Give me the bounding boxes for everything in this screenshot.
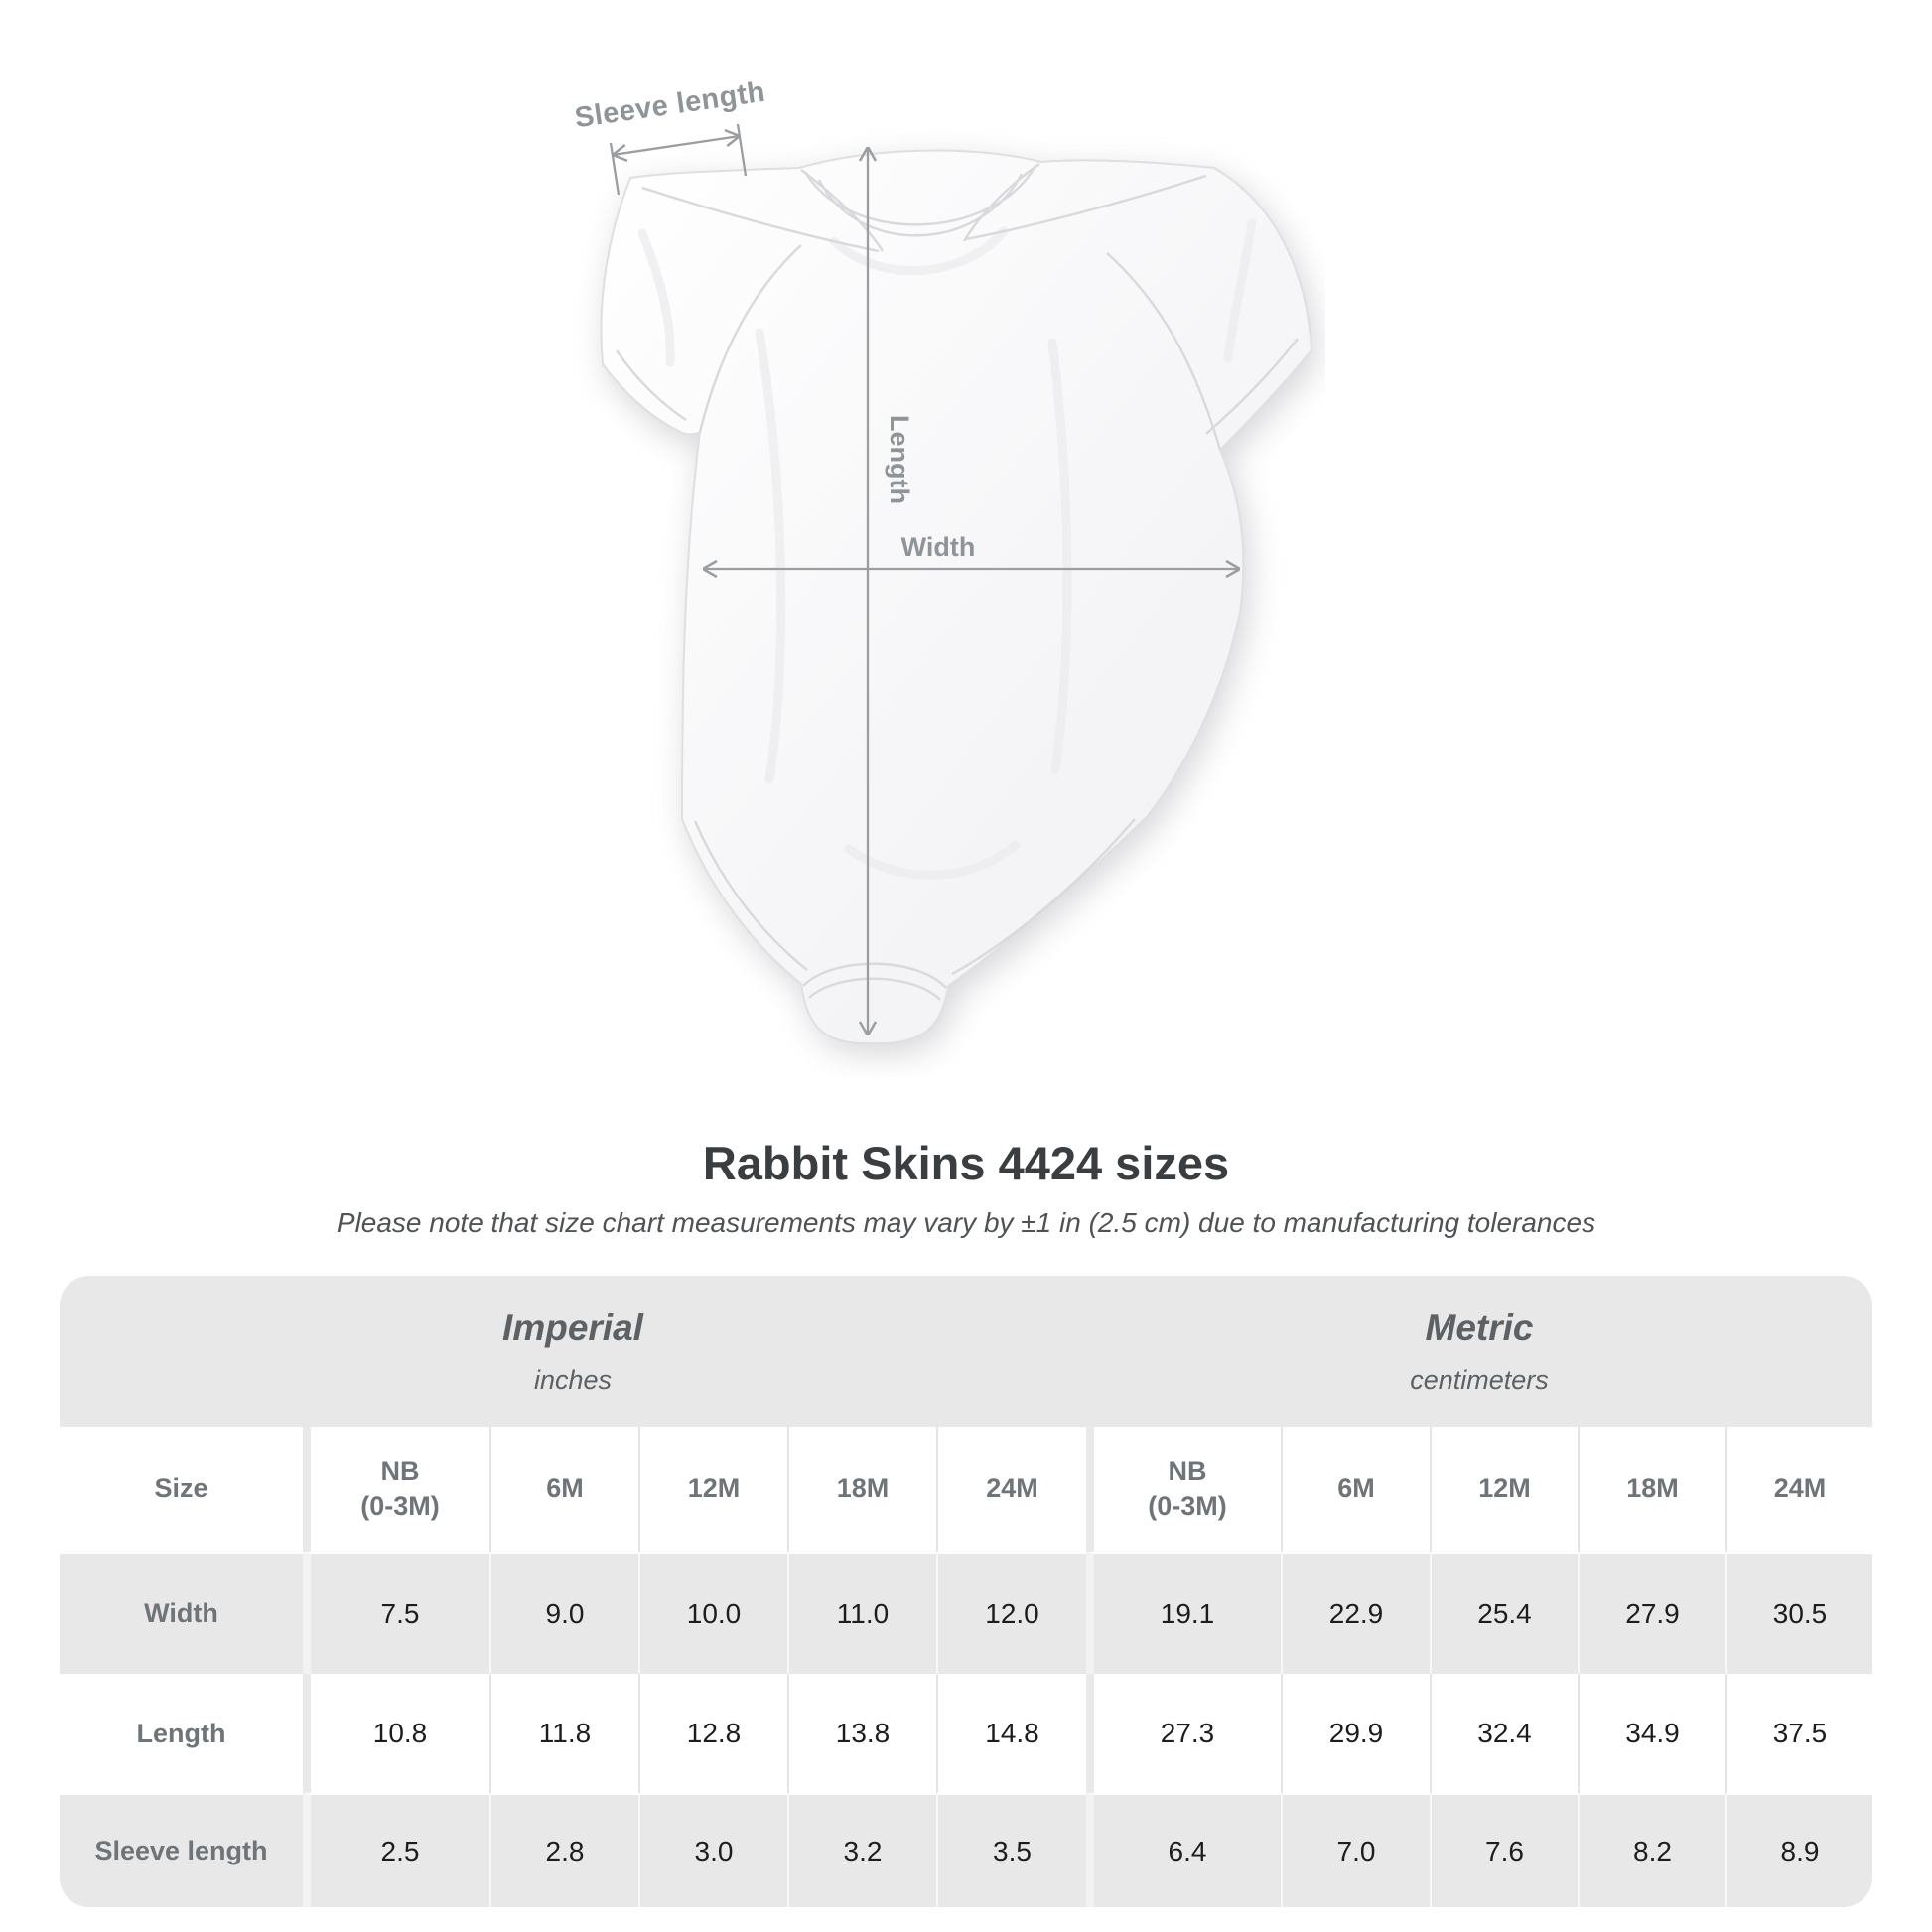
unit-header-imperial: Imperial inches (60, 1276, 1086, 1427)
page-title: Rabbit Skins 4424 sizes (702, 1137, 1230, 1189)
table-value: 10.8 (303, 1674, 489, 1793)
table-value: 27.9 (1578, 1552, 1725, 1674)
col-header-imperial-nb: NB (0-3M) (303, 1427, 489, 1552)
table-value: 11.8 (489, 1674, 638, 1793)
measurement-arrows (609, 123, 1240, 1035)
table-value: 14.8 (936, 1674, 1086, 1793)
col-header-metric-24m: 24M (1725, 1427, 1872, 1552)
table-value: 13.8 (787, 1674, 936, 1793)
table-value: 9.0 (489, 1552, 638, 1674)
table-value: 11.0 (787, 1552, 936, 1674)
table-value: 12.8 (638, 1674, 787, 1793)
col-header-metric-6m: 6M (1281, 1427, 1430, 1552)
table-value: 7.5 (303, 1552, 489, 1674)
bodysuit-body (600, 149, 1313, 1045)
unit-name-metric: Metric (1425, 1307, 1534, 1348)
table-value: 22.9 (1281, 1552, 1430, 1674)
table-value: 12.0 (936, 1552, 1086, 1674)
row-label-sleeve-length: Sleeve length (60, 1793, 303, 1907)
table-value: 8.9 (1725, 1793, 1872, 1907)
table-value: 37.5 (1725, 1674, 1872, 1793)
table-value: 10.0 (638, 1552, 787, 1674)
col-header-metric-18m: 18M (1578, 1427, 1725, 1552)
sleeve-arrow-tick-left (609, 142, 621, 196)
row-label-width: Width (60, 1552, 303, 1674)
table-value: 3.0 (638, 1793, 787, 1907)
table-value: 27.3 (1086, 1674, 1281, 1793)
table-value: 2.5 (303, 1793, 489, 1907)
col-header-size: Size (60, 1427, 303, 1552)
length-label: Length (885, 415, 914, 504)
row-label-length: Length (60, 1674, 303, 1793)
unit-header-metric: Metric centimeters (1086, 1276, 1872, 1427)
table-value: 8.2 (1578, 1793, 1725, 1907)
table-value: 2.8 (489, 1793, 638, 1907)
col-header-imperial-18m: 18M (787, 1427, 936, 1552)
table-value: 3.2 (787, 1793, 936, 1907)
size-table: Imperial inches Metric centimeters Size … (60, 1276, 1872, 1907)
table-value: 30.5 (1725, 1552, 1872, 1674)
table-value: 7.0 (1281, 1793, 1430, 1907)
col-header-imperial-24m: 24M (936, 1427, 1086, 1552)
table-value: 3.5 (936, 1793, 1086, 1907)
table-value: 25.4 (1430, 1552, 1578, 1674)
table-value: 19.1 (1086, 1552, 1281, 1674)
col-header-imperial-6m: 6M (489, 1427, 638, 1552)
sleeve-length-arrow (613, 136, 740, 155)
table-value: 34.9 (1578, 1674, 1725, 1793)
table-value: 7.6 (1430, 1793, 1578, 1907)
col-header-metric-12m: 12M (1430, 1427, 1578, 1552)
collar-and-seams (616, 163, 1299, 1001)
garment (600, 149, 1313, 1045)
page-subtitle: Please note that size chart measurements… (336, 1207, 1596, 1238)
bodysuit-illustration (600, 123, 1313, 1045)
width-label: Width (900, 532, 976, 562)
col-header-metric-nb: NB (0-3M) (1086, 1427, 1281, 1552)
unit-sub-metric: centimeters (1410, 1364, 1549, 1395)
table-value: 29.9 (1281, 1674, 1430, 1793)
unit-name-imperial: Imperial (502, 1307, 643, 1348)
table-value: 32.4 (1430, 1674, 1578, 1793)
sleeve-arrow-tick-right (736, 123, 748, 177)
unit-sub-imperial: inches (533, 1364, 613, 1395)
col-header-imperial-12m: 12M (638, 1427, 787, 1552)
table-value: 6.4 (1086, 1793, 1281, 1907)
